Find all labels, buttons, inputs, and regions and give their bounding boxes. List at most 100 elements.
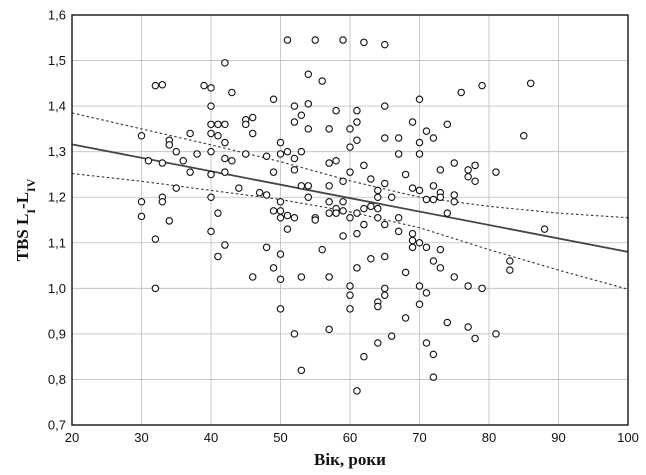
data-point	[290, 166, 299, 174]
data-point	[144, 157, 153, 165]
data-point	[172, 147, 181, 156]
data-point	[346, 305, 354, 313]
data-point	[290, 330, 299, 338]
data-point	[158, 159, 167, 167]
data-point	[401, 314, 410, 322]
data-point	[346, 282, 354, 290]
data-point	[339, 207, 347, 215]
x-tick-label: 80	[482, 430, 496, 445]
data-point	[415, 95, 424, 104]
data-point	[248, 129, 257, 138]
data-point	[269, 95, 278, 104]
data-point	[269, 264, 278, 272]
y-tick-label: 1,3	[48, 144, 66, 159]
x-tick-label: 90	[551, 430, 565, 445]
y-tick-label: 0,8	[48, 372, 66, 387]
data-point	[214, 131, 222, 140]
data-point	[228, 88, 236, 97]
data-points	[137, 36, 549, 395]
data-point	[450, 273, 458, 281]
data-point	[415, 282, 424, 290]
data-point	[325, 325, 333, 334]
data-point	[304, 193, 313, 201]
x-tick-label: 20	[65, 430, 79, 445]
data-point	[436, 264, 445, 272]
data-point	[325, 125, 333, 133]
data-point	[221, 241, 229, 249]
data-point	[422, 195, 431, 204]
data-point	[360, 38, 368, 47]
data-point	[158, 80, 167, 89]
data-point	[380, 40, 389, 49]
data-point	[429, 373, 438, 381]
data-point	[311, 216, 319, 224]
data-point	[297, 182, 306, 190]
data-point	[380, 134, 389, 142]
data-point	[367, 202, 375, 211]
data-point	[207, 147, 215, 156]
data-point	[186, 168, 194, 176]
data-point	[283, 211, 292, 220]
data-point	[360, 204, 368, 213]
data-point	[464, 166, 472, 174]
data-point	[311, 36, 319, 44]
data-point	[151, 284, 160, 293]
data-point	[415, 138, 424, 147]
data-point	[283, 225, 292, 233]
data-point	[214, 209, 222, 217]
data-point	[207, 129, 215, 138]
data-point	[276, 250, 285, 258]
confidence-bands	[71, 112, 629, 290]
x-tick-label: 100	[617, 430, 639, 445]
y-tick-label: 0,9	[48, 326, 66, 341]
data-point	[374, 204, 382, 213]
data-point	[380, 102, 389, 110]
x-tick-label: 40	[204, 430, 218, 445]
data-point	[408, 184, 417, 192]
data-point	[207, 170, 215, 179]
data-point	[339, 177, 347, 186]
data-point	[450, 191, 458, 199]
data-point	[137, 131, 146, 140]
data-point	[242, 150, 250, 158]
data-point	[380, 291, 389, 299]
data-point	[353, 136, 361, 145]
data-point	[332, 209, 340, 217]
data-point	[221, 138, 229, 147]
data-point	[436, 193, 445, 201]
data-point	[374, 186, 382, 195]
data-point	[325, 209, 333, 217]
data-point	[443, 318, 452, 327]
data-point	[158, 198, 167, 206]
data-point	[276, 198, 285, 206]
data-point	[346, 143, 354, 151]
data-point	[471, 177, 479, 186]
data-point	[450, 159, 458, 167]
y-axis-label: TBS LI-LIV	[13, 178, 38, 261]
data-point	[401, 170, 410, 179]
data-point	[248, 273, 257, 281]
data-point	[478, 81, 486, 90]
data-point	[471, 161, 479, 170]
data-point	[540, 225, 549, 233]
data-point	[221, 154, 229, 163]
data-point	[200, 81, 208, 90]
data-point	[374, 213, 382, 222]
data-point	[276, 207, 285, 215]
data-point	[443, 120, 452, 129]
data-point	[506, 266, 514, 274]
x-tick-label: 60	[343, 430, 357, 445]
data-point	[304, 100, 313, 108]
data-point	[221, 168, 229, 176]
data-point	[283, 36, 292, 44]
data-point	[290, 118, 299, 126]
data-point	[297, 273, 306, 281]
y-axis-label-dash: -L	[13, 192, 32, 209]
data-point	[325, 182, 333, 190]
data-point	[367, 254, 375, 263]
data-point	[269, 207, 278, 215]
y-tick-label: 1,4	[48, 99, 66, 114]
data-point	[235, 184, 243, 192]
y-tick-label: 1,1	[48, 235, 66, 250]
